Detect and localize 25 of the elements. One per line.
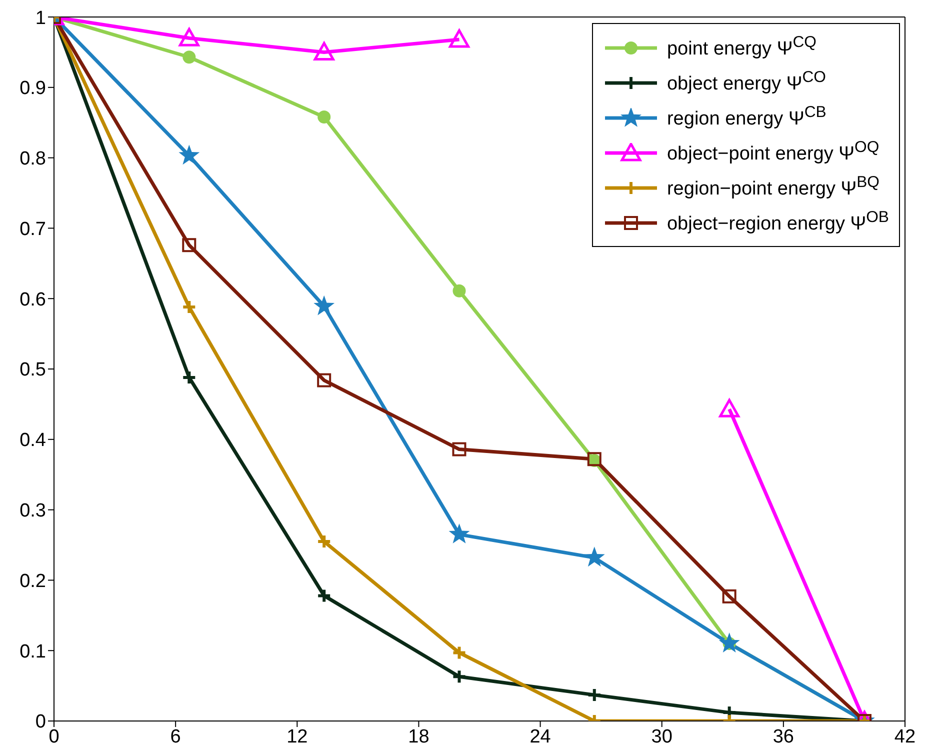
x-tick-label: 36 [772,726,794,748]
legend-label: region−point energy Ψ$^{BQ}$ [666,174,880,201]
y-tick-label: 1 [35,8,46,29]
x-tick-label: 12 [286,726,308,748]
y-tick-label: 0.6 [20,289,46,310]
legend-label: object energy Ψ$^{CO}$ [666,69,826,96]
y-tick-label: 0.2 [20,570,46,592]
x-tick-label: 30 [651,726,672,748]
legend-label: object−point energy Ψ$^{OQ}$ [666,139,880,166]
x-tick-label: 24 [530,726,552,748]
x-tick-label: 42 [894,726,916,748]
legend-label: point energy Ψ$^{CQ}$ [666,34,816,61]
legend-label: object−region energy Ψ$^{OB}$ [666,209,889,236]
x-tick-label: 0 [48,726,60,748]
y-tick-label: 0.8 [20,148,46,170]
y-tick-label: 0.7 [20,218,46,240]
legend-label: region energy Ψ$^{CB}$ [666,104,826,131]
y-tick-label: 0.1 [20,641,46,662]
y-tick-label: 0.9 [20,78,46,100]
y-tick-label: 0 [35,712,46,733]
x-tick-label: 6 [170,726,181,748]
x-tick-label: 18 [408,726,430,748]
y-tick-label: 0.5 [20,360,46,381]
y-tick-label: 0.3 [20,500,46,522]
y-tick-label: 0.4 [20,430,46,452]
